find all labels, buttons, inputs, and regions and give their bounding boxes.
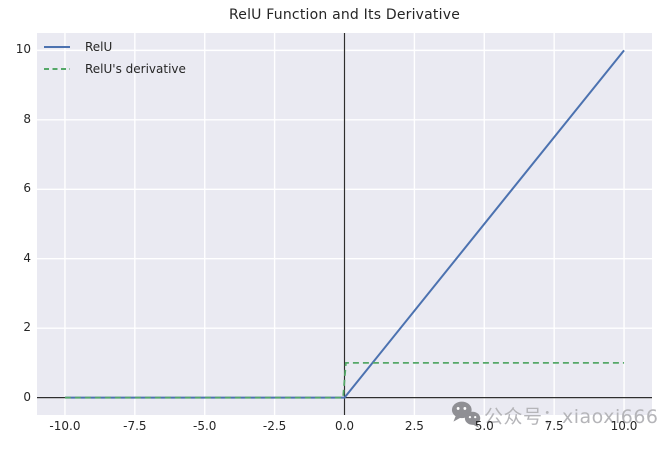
x-tick-label: 2.5 <box>404 419 424 433</box>
y-tick-label: 10 <box>15 42 31 57</box>
legend: RelU RelU's derivative <box>43 36 186 80</box>
x-tick-label: 5.0 <box>474 419 494 433</box>
chart-canvas <box>37 33 652 415</box>
x-tick-label: -10.0 <box>49 419 81 433</box>
x-tick-label: -2.5 <box>262 419 287 433</box>
x-tick-label: -5.0 <box>193 419 217 433</box>
y-tick-label: 6 <box>23 181 31 196</box>
watermark: 公众号：xiaoxi666 <box>451 400 659 430</box>
legend-item-relu: RelU <box>43 36 186 58</box>
x-tick-label: 0.0 <box>334 419 355 433</box>
series-line-1 <box>64 362 625 399</box>
legend-line-dashed-icon <box>44 68 70 70</box>
chart-title: RelU Function and Its Derivative <box>228 7 461 23</box>
plot-area: RelU RelU's derivative <box>37 33 652 415</box>
wechat-icon <box>451 401 481 428</box>
y-tick-label: 0 <box>23 389 31 404</box>
legend-label-relu: RelU <box>85 40 113 54</box>
x-tick-label: 7.5 <box>544 419 564 433</box>
x-tick-label: -7.5 <box>123 419 147 433</box>
legend-label-derivative: RelU's derivative <box>85 62 186 76</box>
y-tick-label: 2 <box>23 320 31 335</box>
legend-line-solid-icon <box>44 46 70 48</box>
x-tick-label: 10.0 <box>610 419 638 433</box>
y-tick-label: 8 <box>23 111 31 126</box>
legend-item-derivative: RelU's derivative <box>43 58 186 80</box>
y-tick-label: 4 <box>23 250 31 265</box>
watermark-text: 公众号：xiaoxi666 <box>484 405 659 428</box>
